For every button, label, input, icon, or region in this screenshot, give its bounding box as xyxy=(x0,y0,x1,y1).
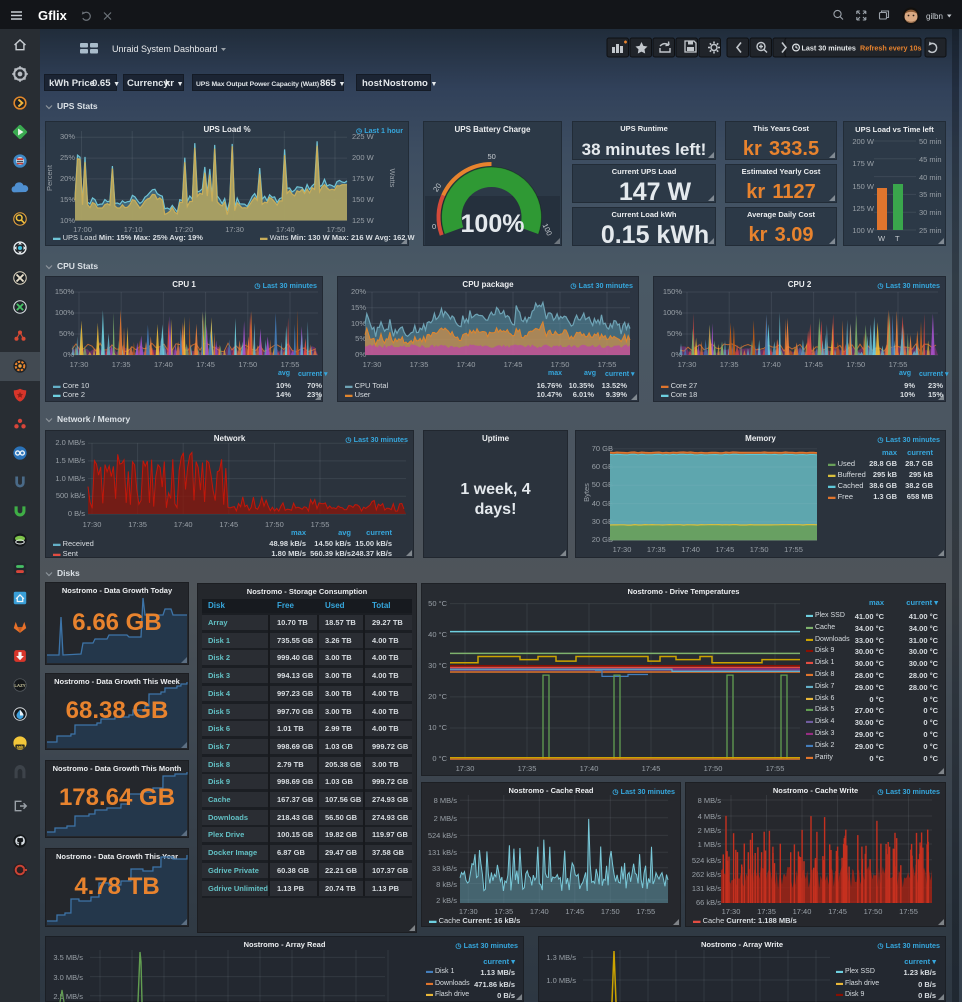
svg-text:Refresh every 10s: Refresh every 10s xyxy=(860,43,922,52)
svg-text:Gflix: Gflix xyxy=(38,8,68,23)
svg-text:sab: sab xyxy=(17,744,24,749)
svg-text:gilbn: gilbn xyxy=(926,12,943,21)
svg-text:Unraid System Dashboard: Unraid System Dashboard xyxy=(112,44,218,54)
svg-text:LAZY: LAZY xyxy=(14,683,25,688)
svg-text:Last 30 minutes: Last 30 minutes xyxy=(802,43,856,52)
